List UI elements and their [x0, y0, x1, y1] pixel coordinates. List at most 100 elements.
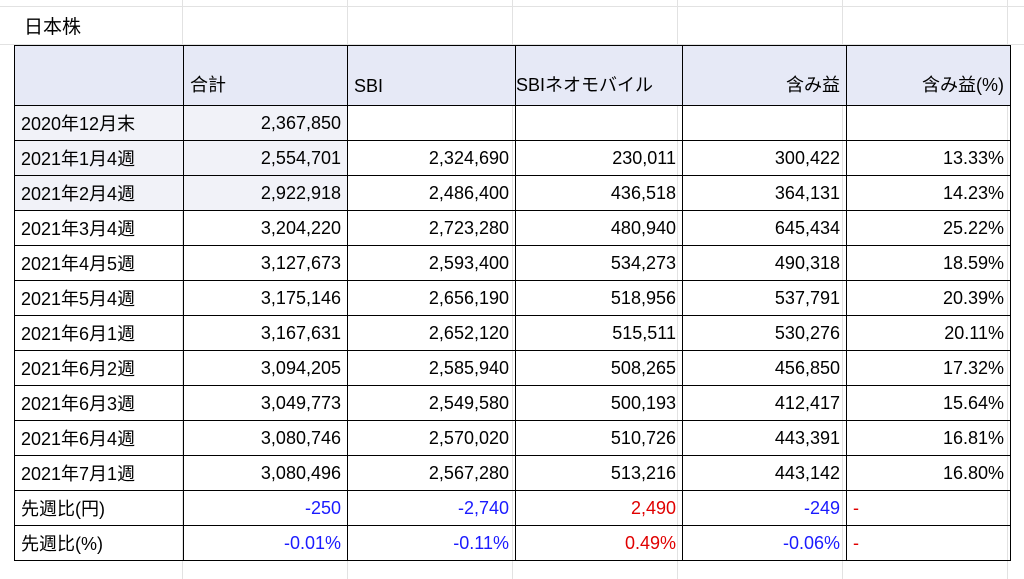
cell-sbi-neomobile[interactable]: 230,011 — [515, 140, 683, 176]
row-label-cell[interactable]: 2021年7月1週 — [14, 455, 184, 491]
cell-sbi-neomobile[interactable]: 480,940 — [515, 210, 683, 246]
header-cell-sbi-neomobile[interactable]: SBIネオモバイル — [515, 45, 683, 106]
cell-gain-pct[interactable]: 13.33% — [846, 140, 1011, 176]
row-label-cell[interactable]: 2020年12月末 — [14, 105, 184, 141]
cell-total[interactable]: 3,049,773 — [183, 385, 348, 421]
cell-sbi[interactable]: 2,593,400 — [347, 245, 516, 281]
cell-total[interactable]: 2,922,918 — [183, 175, 348, 211]
cell-sbi[interactable]: 2,549,580 — [347, 385, 516, 421]
sheet-title-cell[interactable]: 日本株 — [24, 17, 82, 38]
row-label-cell[interactable]: 2021年6月2週 — [14, 350, 184, 386]
row-label-cell[interactable]: 先週比(%) — [14, 525, 184, 561]
cell-sbi-neomobile[interactable]: 515,511 — [515, 315, 683, 351]
cell-total[interactable]: 3,204,220 — [183, 210, 348, 246]
cell-gain[interactable]: 300,422 — [682, 140, 847, 176]
cell-sbi-diff-pct[interactable]: -0.11% — [347, 525, 516, 561]
cell-total[interactable]: 3,080,746 — [183, 420, 348, 456]
cell-total[interactable]: 3,127,673 — [183, 245, 348, 281]
table-row: 2021年4月5週 3,127,673 2,593,400 534,273 49… — [14, 245, 1011, 281]
stock-table: 合計 SBI SBIネオモバイル 含み益 含み益(%) 2020年12月末 2,… — [14, 45, 1011, 561]
table-row: 2021年1月4週 2,554,701 2,324,690 230,011 30… — [14, 140, 1011, 176]
cell-gain-diff[interactable]: -249 — [682, 490, 847, 526]
table-row: 2021年2月4週 2,922,918 2,486,400 436,518 36… — [14, 175, 1011, 211]
table-row: 2021年6月2週 3,094,205 2,585,940 508,265 45… — [14, 350, 1011, 386]
table-row: 2021年3月4週 3,204,220 2,723,280 480,940 64… — [14, 210, 1011, 246]
cell-sbi-neomobile-diff-pct[interactable]: 0.49% — [515, 525, 683, 561]
cell-gain-pct[interactable]: 15.64% — [846, 385, 1011, 421]
cell-sbi[interactable]: 2,324,690 — [347, 140, 516, 176]
cell-gain-pct[interactable]: 20.39% — [846, 280, 1011, 316]
cell-total-diff-pct[interactable]: -0.01% — [183, 525, 348, 561]
cell-sbi[interactable]: 2,486,400 — [347, 175, 516, 211]
cell-gain-pct-diff-pct[interactable]: - — [846, 525, 1011, 561]
cell-gain-pct[interactable]: 20.11% — [846, 315, 1011, 351]
cell-sbi[interactable] — [347, 105, 516, 141]
header-cell-unrealized-gain[interactable]: 含み益 — [682, 45, 847, 106]
cell-total[interactable]: 2,554,701 — [183, 140, 348, 176]
cell-sbi-neomobile[interactable]: 436,518 — [515, 175, 683, 211]
cell-sbi-neomobile[interactable] — [515, 105, 683, 141]
header-cell-sbi[interactable]: SBI — [347, 45, 516, 106]
cell-sbi[interactable]: 2,585,940 — [347, 350, 516, 386]
row-label-cell[interactable]: 2021年1月4週 — [14, 140, 184, 176]
header-cell[interactable] — [14, 45, 184, 106]
cell-gain[interactable]: 412,417 — [682, 385, 847, 421]
dash-marker: - — [853, 532, 859, 553]
cell-gain[interactable]: 443,142 — [682, 455, 847, 491]
header-cell-unrealized-gain-pct[interactable]: 含み益(%) — [846, 45, 1011, 106]
row-label-cell[interactable]: 先週比(円) — [14, 490, 184, 526]
table-row: 2021年7月1週 3,080,496 2,567,280 513,216 44… — [14, 455, 1011, 491]
table-row: 2021年6月1週 3,167,631 2,652,120 515,511 53… — [14, 315, 1011, 351]
cell-gain[interactable]: 443,391 — [682, 420, 847, 456]
cell-gain[interactable]: 364,131 — [682, 175, 847, 211]
cell-gain-pct[interactable]: 25.22% — [846, 210, 1011, 246]
cell-total[interactable]: 3,175,146 — [183, 280, 348, 316]
cell-sbi-neomobile[interactable]: 534,273 — [515, 245, 683, 281]
cell-gain[interactable]: 645,434 — [682, 210, 847, 246]
cell-total[interactable]: 3,167,631 — [183, 315, 348, 351]
row-label-cell[interactable]: 2021年4月5週 — [14, 245, 184, 281]
diff-yen-row: 先週比(円) -250 -2,740 2,490 -249 - — [14, 490, 1011, 526]
cell-sbi-neomobile[interactable]: 513,216 — [515, 455, 683, 491]
row-label-cell[interactable]: 2021年6月4週 — [14, 420, 184, 456]
header-row: 合計 SBI SBIネオモバイル 含み益 含み益(%) — [14, 45, 1011, 106]
cell-sbi[interactable]: 2,652,120 — [347, 315, 516, 351]
cell-gain-pct[interactable]: 14.23% — [846, 175, 1011, 211]
cell-gain-pct[interactable]: 18.59% — [846, 245, 1011, 281]
row-label-cell[interactable]: 2021年5月4週 — [14, 280, 184, 316]
diff-pct-row: 先週比(%) -0.01% -0.11% 0.49% -0.06% - — [14, 525, 1011, 561]
cell-gain-pct[interactable]: 17.32% — [846, 350, 1011, 386]
row-label-cell[interactable]: 2021年3月4週 — [14, 210, 184, 246]
cell-total[interactable]: 3,094,205 — [183, 350, 348, 386]
cell-sbi[interactable]: 2,567,280 — [347, 455, 516, 491]
cell-gain-pct[interactable] — [846, 105, 1011, 141]
cell-sbi-neomobile[interactable]: 508,265 — [515, 350, 683, 386]
cell-sbi[interactable]: 2,723,280 — [347, 210, 516, 246]
cell-gain[interactable] — [682, 105, 847, 141]
cell-sbi[interactable]: 2,570,020 — [347, 420, 516, 456]
cell-gain-diff-pct[interactable]: -0.06% — [682, 525, 847, 561]
cell-sbi-diff[interactable]: -2,740 — [347, 490, 516, 526]
cell-gain[interactable]: 530,276 — [682, 315, 847, 351]
table-row: 2020年12月末 2,367,850 — [14, 105, 1011, 141]
cell-sbi[interactable]: 2,656,190 — [347, 280, 516, 316]
row-label-cell[interactable]: 2021年6月3週 — [14, 385, 184, 421]
cell-sbi-neomobile[interactable]: 500,193 — [515, 385, 683, 421]
cell-sbi-neomobile[interactable]: 518,956 — [515, 280, 683, 316]
cell-sbi-neomobile-diff[interactable]: 2,490 — [515, 490, 683, 526]
cell-gain-pct[interactable]: 16.80% — [846, 455, 1011, 491]
cell-total[interactable]: 3,080,496 — [183, 455, 348, 491]
cell-gain-pct[interactable]: 16.81% — [846, 420, 1011, 456]
row-label-cell[interactable]: 2021年6月1週 — [14, 315, 184, 351]
cell-gain[interactable]: 490,318 — [682, 245, 847, 281]
cell-gain[interactable]: 537,791 — [682, 280, 847, 316]
cell-gain-pct-diff[interactable]: - — [846, 490, 1011, 526]
header-cell-total[interactable]: 合計 — [183, 45, 348, 106]
cell-total[interactable]: 2,367,850 — [183, 105, 348, 141]
cell-total-diff[interactable]: -250 — [183, 490, 348, 526]
cell-gain[interactable]: 456,850 — [682, 350, 847, 386]
row-label-cell[interactable]: 2021年2月4週 — [14, 175, 184, 211]
cell-sbi-neomobile[interactable]: 510,726 — [515, 420, 683, 456]
table-row: 2021年6月4週 3,080,746 2,570,020 510,726 44… — [14, 420, 1011, 456]
